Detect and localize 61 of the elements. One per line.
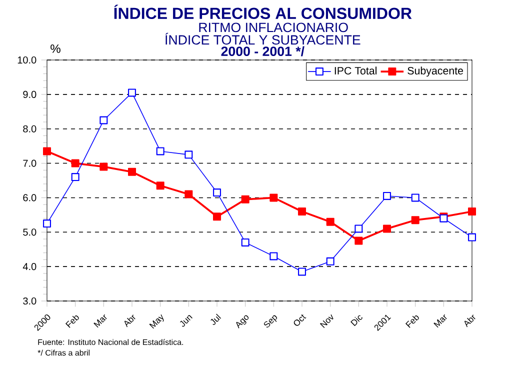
point — [213, 212, 222, 221]
point — [100, 116, 108, 124]
point — [270, 252, 278, 260]
x-tick-label: Mar — [94, 314, 107, 328]
x-tick-label: Mar — [434, 314, 447, 328]
point — [298, 268, 306, 276]
point — [354, 224, 363, 233]
point — [241, 238, 250, 246]
text: ÍNDICE TOTAL Y SUBYACENTE — [165, 32, 360, 45]
y-tick-label: 7.0 — [23, 160, 36, 167]
y-tick-label: 3.0 — [23, 297, 36, 305]
x-tick-label: Jun — [180, 315, 192, 327]
point — [326, 257, 334, 266]
x-tick-label: Ago — [236, 315, 249, 328]
x-tick-label: Feb — [406, 315, 419, 328]
point — [184, 150, 193, 159]
x-tick-label: Abr — [124, 314, 136, 328]
point — [411, 216, 420, 224]
legend-label: Subyacente — [408, 66, 464, 77]
x-tick-label: Feb — [65, 315, 79, 328]
point — [156, 182, 164, 190]
y-tick-label: 4.0 — [22, 263, 36, 270]
source-note: Fuente: Instituto Nacional de Estadística. — [38, 339, 183, 345]
y-tick-label: 8.0 — [23, 125, 36, 132]
point — [128, 88, 136, 97]
point — [71, 159, 80, 168]
x-tick-label: May — [149, 314, 164, 329]
x-tick-label: Jul — [210, 314, 222, 325]
point — [383, 192, 392, 200]
text: 2000 - 2001 */ — [221, 46, 304, 56]
point — [468, 207, 476, 216]
point — [156, 147, 164, 156]
point — [383, 224, 392, 233]
x-tick-label: Sep — [264, 315, 278, 328]
y-tick-label: 5.0 — [23, 228, 36, 236]
y-tick-label: 9.0 — [23, 90, 36, 98]
point — [43, 220, 51, 228]
y-tick-label: 10.0 — [18, 56, 36, 64]
legend-label: IPC Total — [334, 66, 376, 75]
x-tick-label: Oct — [294, 314, 306, 326]
x-tick-label: Nov — [320, 314, 334, 328]
point — [43, 147, 51, 156]
point — [128, 168, 136, 176]
x-tick-label: Dic — [350, 315, 362, 326]
x-tick-label: Abr — [464, 314, 476, 328]
point — [213, 188, 222, 197]
chart-subtitle: RITMO INFLACIONARIO — [199, 22, 348, 32]
point — [270, 194, 278, 202]
point — [184, 190, 193, 198]
point — [468, 233, 476, 242]
y-tick-label: 6.0 — [23, 194, 36, 202]
point — [100, 162, 108, 171]
point — [411, 194, 420, 202]
point — [326, 218, 334, 226]
text: */ Cifras a abril — [38, 350, 90, 356]
point — [354, 236, 363, 245]
y-axis-title: % — [50, 44, 60, 53]
chart-title: ÍNDICE DE PRECIOS AL CONSUMIDOR — [114, 4, 412, 20]
point — [241, 195, 250, 204]
point — [298, 207, 306, 216]
point — [71, 173, 80, 182]
